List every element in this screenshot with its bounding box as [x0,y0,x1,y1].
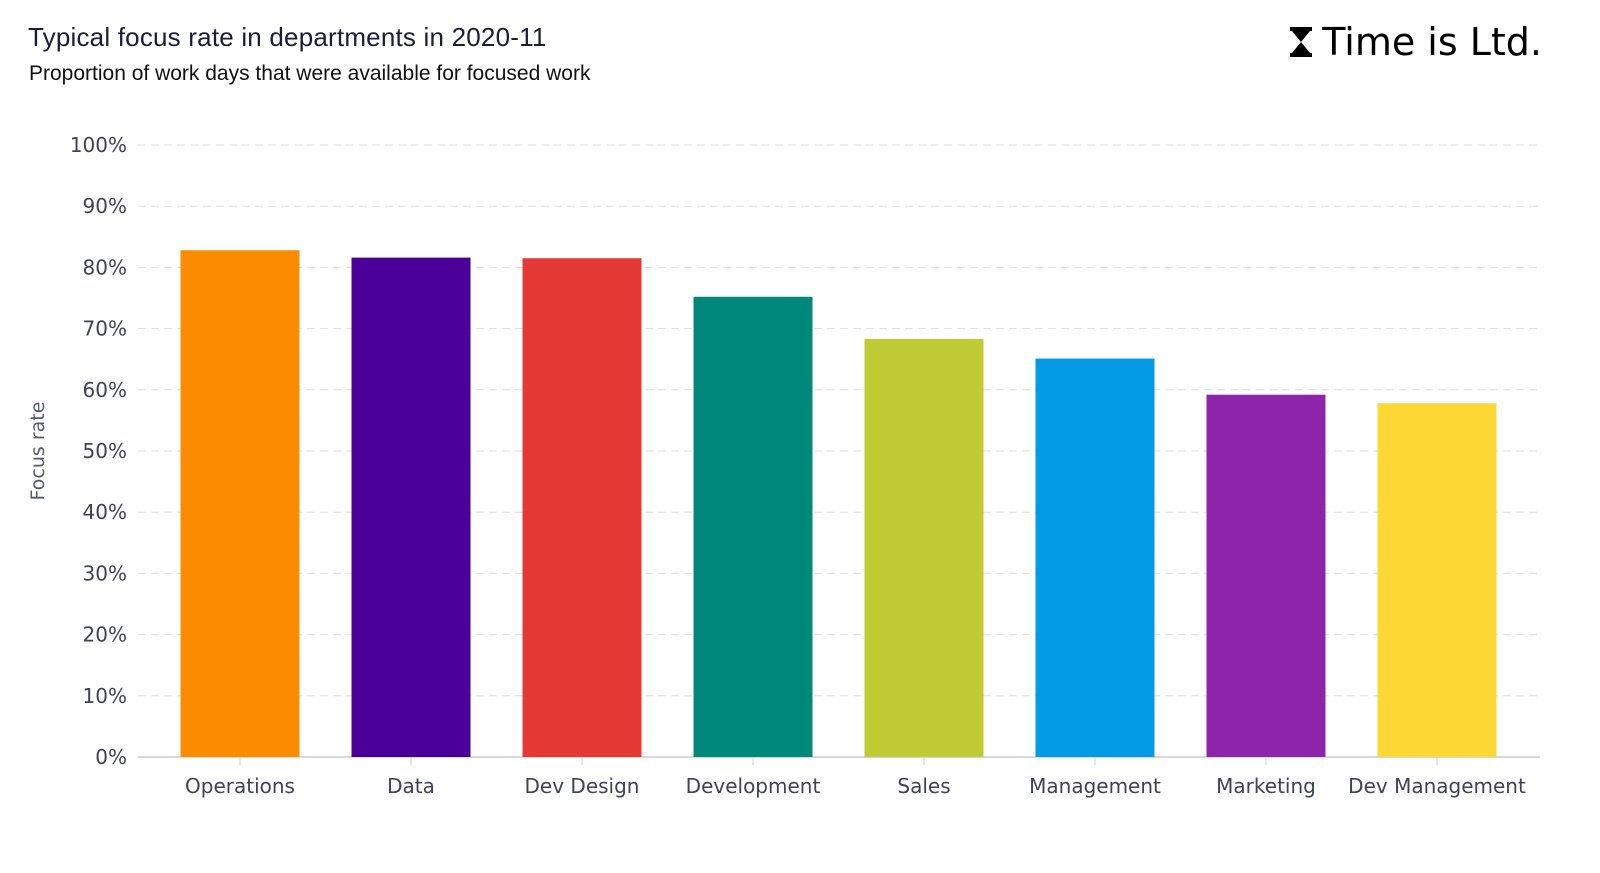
y-tick-label: 30% [83,561,127,585]
bar [180,250,300,757]
y-axis-label: Focus rate [27,402,49,501]
x-tick-label: Sales [897,774,950,798]
x-tick-label: Management [1029,774,1161,798]
bar [351,257,471,757]
bar [693,296,813,757]
x-tick-label: Marketing [1216,774,1316,798]
x-tick-label: Dev Design [525,774,640,798]
bar [1206,394,1326,757]
y-tick-label: 100% [70,133,127,157]
bar [1377,403,1497,757]
chart-title: Typical focus rate in departments in 202… [28,22,547,52]
y-tick-label: 10% [83,684,127,708]
x-tick-label: Dev Management [1348,774,1526,798]
x-tick-label: Operations [185,774,295,798]
y-tick-label: 80% [83,255,127,279]
logo-text: Time is Ltd. [1322,20,1542,64]
bar [1035,358,1155,757]
chart-subtitle: Proportion of work days that were availa… [29,62,591,85]
y-tick-label: 50% [83,439,127,463]
y-tick-label: 40% [83,500,127,524]
bar [864,339,984,757]
x-tick-label: Data [387,774,435,798]
bar [522,258,642,757]
hourglass-icon [1290,27,1313,57]
x-tick-label: Development [686,774,821,798]
y-tick-label: 90% [83,194,127,218]
y-tick-label: 0% [95,745,127,769]
y-tick-label: 20% [83,623,127,647]
y-tick-label: 60% [83,378,127,402]
y-tick-label: 70% [83,317,127,341]
brand-logo: Time is Ltd. [1290,20,1542,64]
